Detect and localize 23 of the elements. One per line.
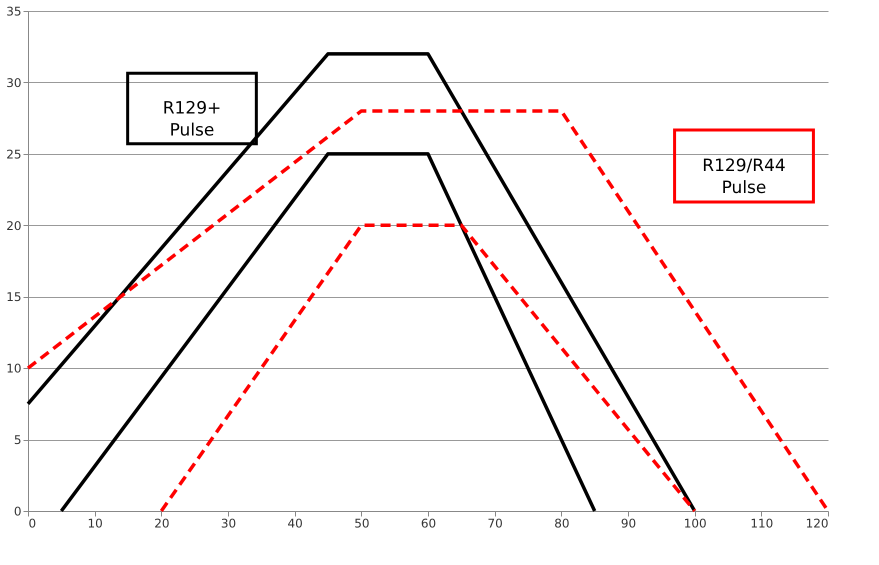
- annotation: R129+ Pulse: [162, 98, 222, 140]
- x-tick-label: 30: [220, 516, 236, 530]
- x-tick-label: 70: [488, 516, 503, 530]
- y-tick-label: 0: [14, 504, 22, 518]
- y-tick-label: 35: [6, 4, 22, 18]
- x-tick-label: 120: [806, 516, 828, 530]
- x-tick-label: 60: [420, 516, 436, 530]
- y-tick-label: 5: [14, 433, 22, 448]
- y-tick-label: 30: [6, 76, 22, 90]
- x-tick-label: 0: [28, 516, 36, 530]
- y-tick-label: 25: [6, 147, 22, 162]
- x-tick-label: 90: [620, 516, 636, 530]
- x-tick-label: 10: [88, 516, 103, 530]
- x-tick-label: 20: [154, 516, 170, 530]
- y-tick-label: 20: [6, 218, 22, 233]
- x-tick-label: 80: [554, 516, 570, 530]
- y-tick-label: 15: [6, 290, 22, 304]
- x-tick-label: 40: [288, 516, 303, 530]
- y-tick-label: 10: [6, 362, 22, 376]
- x-tick-label: 100: [684, 516, 707, 530]
- x-tick-label: 50: [354, 516, 370, 530]
- annotation: R129/R44 Pulse: [702, 156, 786, 198]
- x-tick-label: 110: [750, 516, 774, 530]
